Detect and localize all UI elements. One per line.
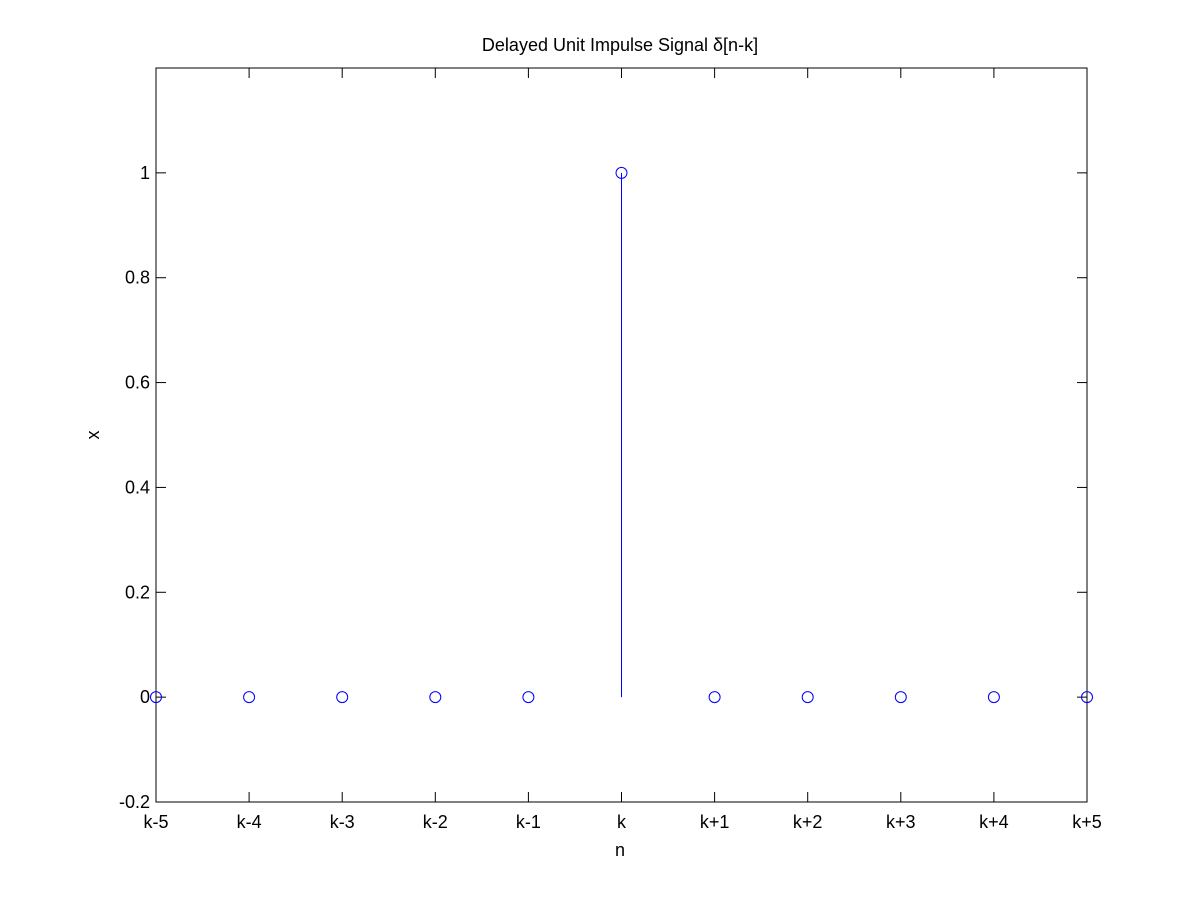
stem-marker: [243, 691, 256, 704]
x-tick-label: k-2: [423, 812, 448, 832]
x-tick-label: k-5: [143, 812, 168, 832]
stem-marker: [150, 691, 162, 704]
x-tick-label: k+5: [1072, 812, 1102, 832]
x-tick-label: k+3: [886, 812, 916, 832]
x-axis-label: n: [615, 840, 625, 860]
y-tick-label: 0.2: [125, 582, 150, 602]
stem-series: [150, 166, 1093, 704]
y-tick-label: -0.2: [119, 792, 150, 812]
x-tick-label: k+4: [979, 812, 1009, 832]
stem-marker: [336, 691, 349, 704]
x-tick-label: k+2: [793, 812, 823, 832]
y-axis-ticks: -0.2 0 0.2 0.4 0.6 0.8 1: [119, 163, 1087, 812]
y-tick-label: 0.4: [125, 477, 150, 497]
y-axis-label: x: [83, 431, 103, 440]
y-tick-label: 0.6: [125, 373, 150, 393]
y-tick-label: 1: [140, 163, 150, 183]
x-tick-label: k+1: [700, 812, 730, 832]
x-tick-label: k-3: [330, 812, 355, 832]
y-tick-label: 0.8: [125, 268, 150, 288]
chart-title: Delayed Unit Impulse Signal δ[n-k]: [482, 35, 758, 55]
x-tick-label: k: [617, 812, 627, 832]
stem-marker: [708, 691, 721, 704]
stem-marker: [522, 691, 535, 704]
stem-marker: [801, 691, 814, 704]
stem-marker: [615, 166, 628, 179]
stem-marker: [1081, 691, 1093, 704]
y-tick-label: 0: [140, 687, 150, 707]
stem-marker: [894, 691, 907, 704]
stem-marker: [987, 691, 1000, 704]
x-tick-label: k-1: [516, 812, 541, 832]
stem-marker: [429, 691, 442, 704]
x-axis-ticks: k-5 k-4 k-3 k-2 k-1 k k+1 k+2 k+3 k+4 k+5: [143, 68, 1102, 832]
x-tick-label: k-4: [237, 812, 262, 832]
